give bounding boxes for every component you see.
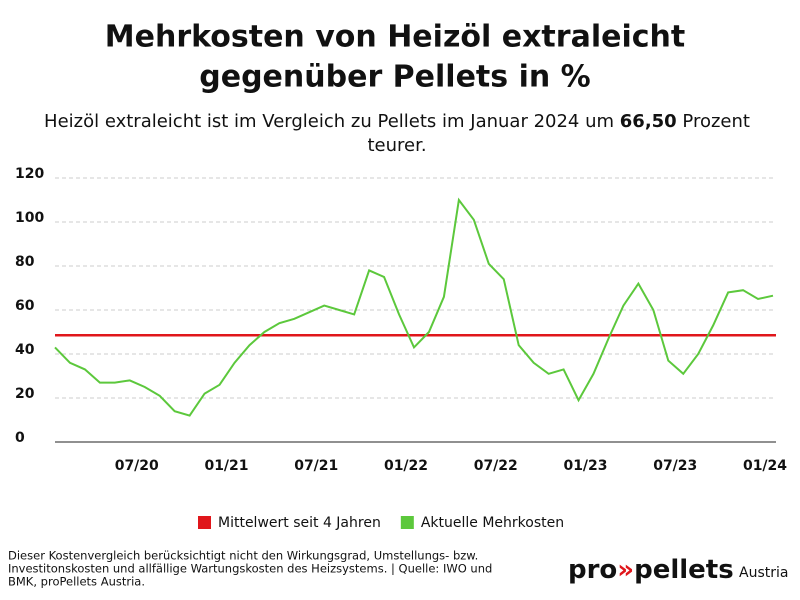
x-tick-label: 07/21 [294, 458, 338, 474]
x-tick-label: 07/20 [115, 458, 159, 474]
y-tick-label: 120 [15, 166, 44, 182]
y-tick-label: 0 [15, 430, 25, 446]
legend-swatch [400, 516, 414, 529]
subtitle: Heizöl extraleicht ist im Vergleich zu P… [44, 111, 750, 132]
legend-swatch [198, 516, 211, 529]
logo: pro»pellets [568, 555, 734, 585]
logo-suffix: Austria [739, 565, 788, 581]
x-tick-label: 07/23 [653, 458, 697, 474]
chart-title: Mehrkosten von Heizöl extraleicht [105, 20, 685, 55]
x-tick-label: 07/22 [474, 458, 518, 474]
subtitle-part: 66,50 [620, 111, 677, 132]
x-tick-label: 01/23 [563, 458, 607, 474]
legend-label: Mittelwert seit 4 Jahren [218, 515, 381, 531]
footnote: Dieser Kostenvergleich berücksichtigt ni… [8, 549, 478, 563]
logo-part: pellets [634, 555, 734, 585]
y-tick-label: 40 [15, 342, 35, 358]
y-tick-label: 60 [15, 298, 35, 314]
x-tick-label: 01/21 [204, 458, 248, 474]
x-tick-label: 01/22 [384, 458, 428, 474]
logo-part: pro [568, 555, 617, 585]
chart-title: gegenüber Pellets in % [199, 60, 590, 95]
footnote: Investitonskosten und allfällige Wartung… [8, 562, 492, 576]
subtitle: teurer. [367, 135, 426, 156]
legend-label: Aktuelle Mehrkosten [421, 515, 564, 531]
footnote: BMK, proPellets Austria. [8, 575, 145, 589]
logo-part: » [617, 555, 634, 585]
subtitle-part: Heizöl extraleicht ist im Vergleich zu P… [44, 111, 620, 132]
y-tick-label: 100 [15, 210, 44, 226]
data-line [54, 197, 774, 417]
y-tick-label: 80 [15, 254, 35, 270]
x-tick-label: 01/24 [743, 458, 787, 474]
y-tick-label: 20 [15, 386, 35, 402]
subtitle-part: Prozent [677, 111, 750, 132]
